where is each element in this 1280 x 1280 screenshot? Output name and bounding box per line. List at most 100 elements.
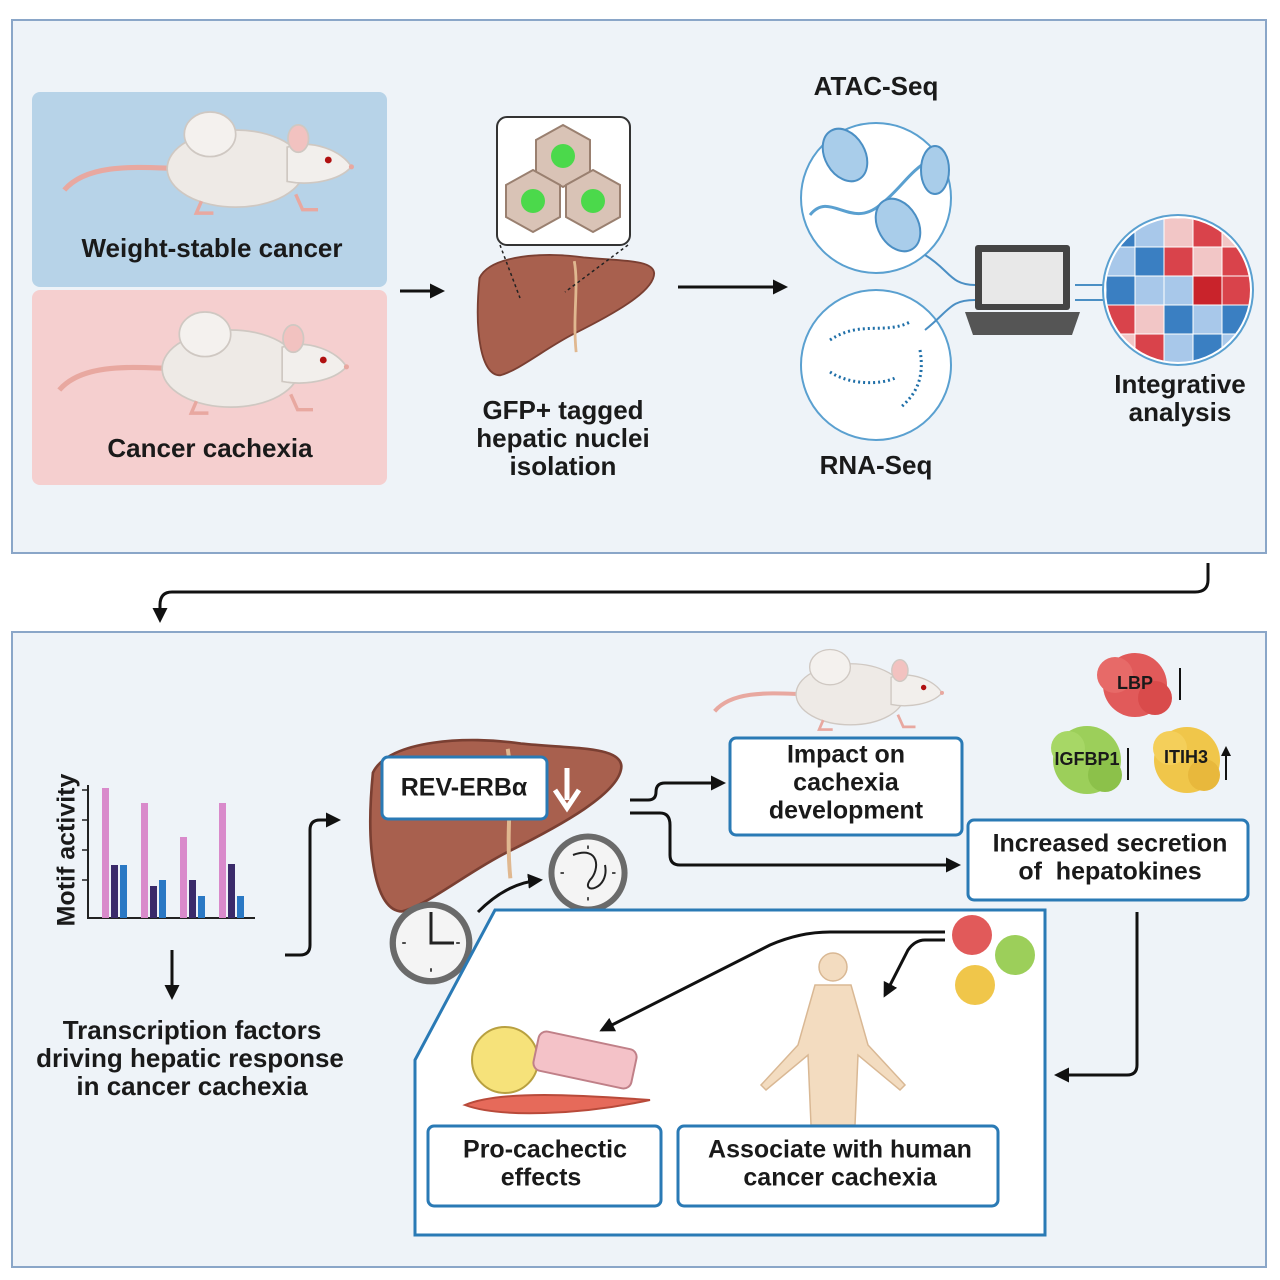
- clock-hands: [429, 912, 454, 945]
- assay-label: RNA-Seq: [820, 450, 933, 480]
- impact-text: development: [769, 797, 924, 825]
- effects-text: Pro-cachectic: [463, 1136, 627, 1164]
- hepatokine-label: IGFBP1: [1054, 749, 1119, 769]
- heatmap-icon-part-part: [1106, 275, 1136, 306]
- assay-label: ATAC-Seq: [814, 71, 939, 101]
- arrow: [1054, 912, 1139, 1083]
- heatmap-icon-part-part: [1163, 304, 1194, 335]
- atac-icon-part: [874, 197, 922, 253]
- step-label: analysis: [1129, 397, 1232, 427]
- heatmap-icon-part-part: [1163, 246, 1194, 277]
- hepatokine-label: LBP: [1117, 673, 1153, 693]
- rna-icon-part: [800, 289, 952, 441]
- heatmap-icon-part-part: [1134, 246, 1165, 277]
- laptop-icon-part: [965, 312, 1080, 335]
- conclusion-text: in cancer cachexia: [76, 1071, 308, 1101]
- tissue-icons-part: [532, 1030, 638, 1090]
- rna-icon-part: [829, 320, 923, 410]
- secretion-text: of hepatokines: [1018, 858, 1201, 886]
- motif-chart: [82, 785, 255, 919]
- connector-arrow: [152, 563, 1210, 623]
- motif-chart-part: [82, 789, 88, 881]
- motif-chart-part: [237, 896, 244, 918]
- step-label: GFP+ tagged: [482, 395, 643, 425]
- effects-box: [426, 1124, 663, 1208]
- hepatokine-icons-part: [955, 965, 995, 1005]
- target-label: REV-ERBα: [401, 774, 528, 802]
- connector: [924, 254, 1105, 331]
- clock-hands: [572, 851, 607, 890]
- group-label: Cancer cachexia: [107, 433, 313, 463]
- human-icon-part: [818, 952, 848, 982]
- heatmap-icon-part-part: [1163, 333, 1194, 362]
- heatmap-icon: [1102, 214, 1254, 366]
- conclusion-text: Transcription factors: [63, 1015, 322, 1045]
- axis-label: Motif activity: [53, 774, 81, 927]
- top-panel: Weight-stable cancer Cancer cachexia GFP…: [11, 19, 1267, 554]
- hepatokine-icons-part: [1153, 731, 1187, 765]
- clock-icon: [547, 832, 629, 914]
- impact-text: Impact on: [787, 741, 905, 769]
- motif-chart-part: [102, 788, 109, 918]
- heatmap-icon-part-part: [1192, 275, 1223, 306]
- laptop-icon-part: [982, 252, 1063, 304]
- motif-chart-part: [228, 864, 235, 918]
- bottom-panel: Motif activity Transcription factors dri…: [11, 631, 1267, 1268]
- motif-chart-part: [189, 880, 196, 918]
- hepatokine-icons-part: [1127, 668, 1226, 780]
- hepatokine-icons-part: [1051, 731, 1085, 765]
- atac-icon: [800, 122, 952, 274]
- impact-box: [728, 736, 964, 837]
- tissue-icons-part: [462, 1094, 651, 1115]
- heatmap-icon-part-part: [1134, 304, 1165, 335]
- heatmap-icon-part-part: [1163, 275, 1194, 306]
- target-box: [380, 755, 549, 821]
- arrow: [630, 775, 726, 802]
- arrow: [285, 812, 341, 957]
- hepatokine-icons-part: [1097, 657, 1133, 693]
- hepatokine-icons-part: [995, 935, 1035, 975]
- group-label: Weight-stable cancer: [81, 233, 342, 263]
- conclusion-text: driving hepatic response: [36, 1043, 344, 1073]
- laptop-icon: [965, 245, 1080, 335]
- impact-text: cachexia: [793, 769, 900, 797]
- atac-icon-part: [821, 127, 869, 183]
- rna-icon: [800, 289, 952, 441]
- motif-chart-part: [150, 886, 157, 918]
- arrow: [883, 938, 945, 998]
- hepatokine-icons-part: [1188, 759, 1220, 791]
- heatmap-icon-part-part: [1163, 218, 1194, 248]
- human-text: Associate with human: [708, 1136, 972, 1164]
- hepatokine-icons-part: [1088, 758, 1122, 792]
- nuclei-inset-part: [521, 189, 545, 213]
- hepatokine-icons: [1051, 653, 1226, 794]
- hepatokine-icons: [952, 915, 1035, 1005]
- motif-chart-part: [219, 803, 226, 918]
- step-label: Integrative: [1114, 369, 1246, 399]
- down-arrow: [552, 768, 582, 813]
- effects-text: effects: [501, 1164, 582, 1192]
- secretion-text: Increased secretion: [993, 830, 1228, 858]
- hepatokine-label: ITIH3: [1164, 747, 1208, 767]
- hepatokine-icons-part: [952, 915, 992, 955]
- arrow: [599, 930, 945, 1032]
- step-label: isolation: [510, 451, 617, 481]
- secretion-box: [966, 818, 1250, 902]
- human-box: [676, 1124, 1000, 1208]
- motif-chart-part: [111, 865, 118, 918]
- heatmap-icon-part-part: [1192, 304, 1223, 335]
- tissue-icons-part: [471, 1026, 539, 1094]
- heatmap-icon-part-part: [1221, 275, 1250, 306]
- human-text: cancer cachexia: [743, 1164, 937, 1192]
- motif-chart-part: [198, 896, 205, 918]
- arrow: [630, 811, 961, 873]
- motif-chart-part: [180, 837, 187, 918]
- nuclei-inset-part: [581, 189, 605, 213]
- step-label: hepatic nuclei: [476, 423, 649, 453]
- nuclei-inset: [496, 116, 631, 299]
- heatmap-icon-part-part: [1192, 246, 1223, 277]
- motif-chart-part: [141, 803, 148, 918]
- nuclei-inset-part: [551, 144, 575, 168]
- motif-chart-part: [120, 865, 127, 918]
